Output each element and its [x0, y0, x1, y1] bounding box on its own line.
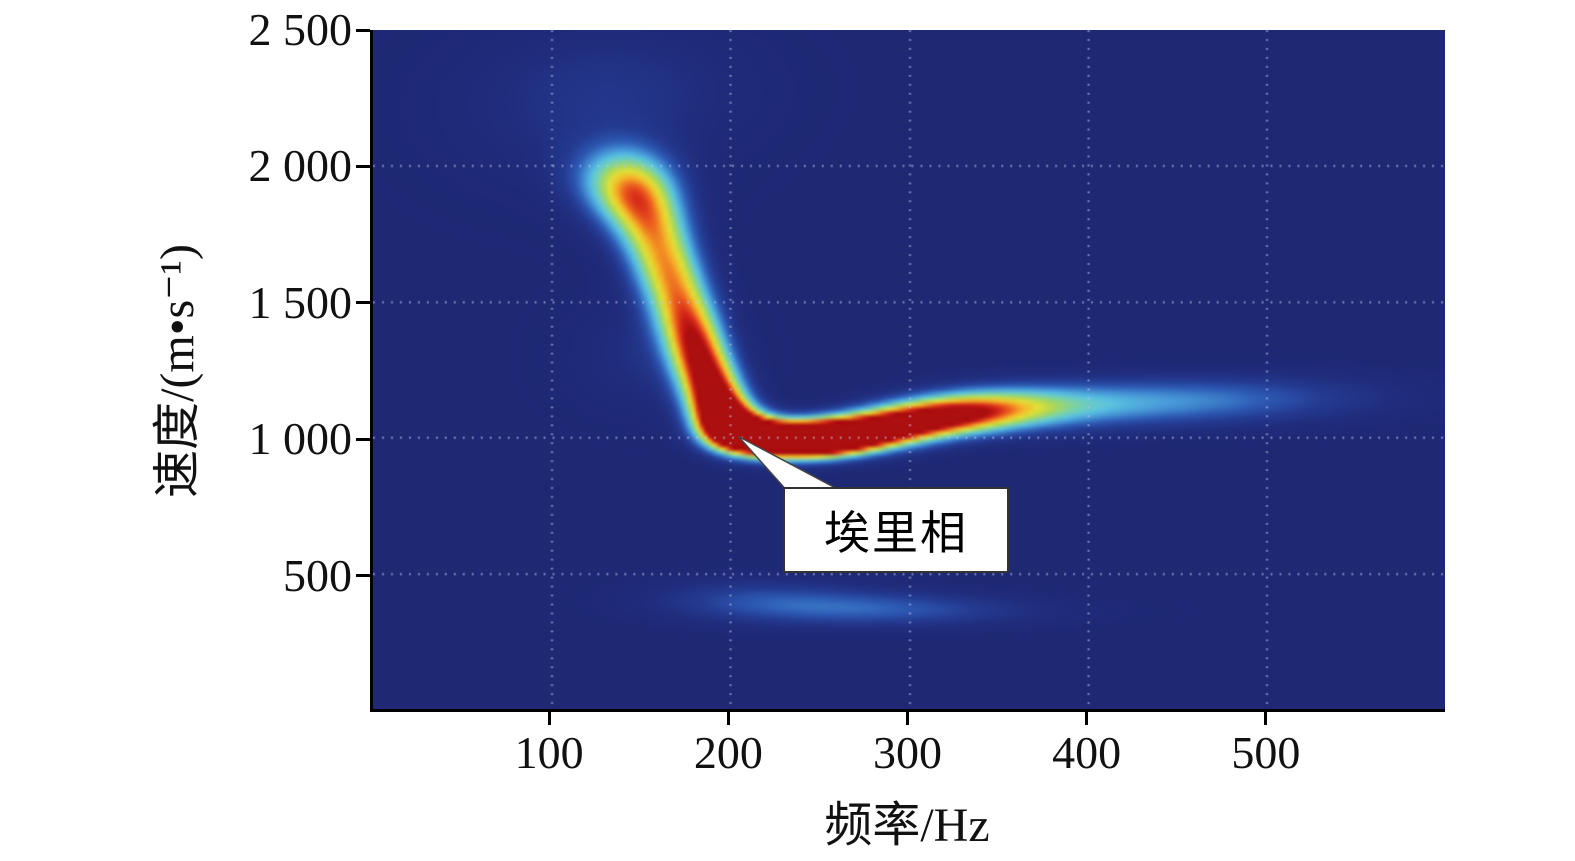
plot-area: 埃里相: [370, 30, 1445, 712]
y-tick-label: 2 500: [248, 4, 353, 55]
y-tick-label: 1 500: [248, 276, 353, 328]
y-tick-label: 2 000: [248, 140, 353, 192]
y-tick-mark: [356, 437, 370, 441]
x-tick-label: 500: [1231, 727, 1301, 778]
y-tick-mark: [356, 164, 370, 168]
heatmap-canvas: [373, 30, 1445, 709]
x-tick-mark: [1264, 712, 1268, 725]
x-axis-title: 频率/Hz: [824, 799, 990, 852]
x-tick-label: 400: [1052, 727, 1122, 778]
y-tick-mark: [356, 28, 370, 32]
airy-phase-callout-label: 埃里相: [824, 508, 968, 559]
x-tick-mark: [726, 712, 730, 725]
y-tick-mark: [356, 301, 370, 305]
x-tick-label: 100: [514, 727, 584, 778]
y-tick-mark: [356, 574, 370, 578]
x-tick-label: 300: [873, 727, 942, 778]
airy-phase-callout: 埃里相: [783, 487, 1009, 573]
x-tick-mark: [906, 712, 909, 725]
y-tick-label: 500: [283, 549, 352, 601]
x-tick-mark: [547, 712, 551, 725]
x-tick-label: 200: [693, 727, 763, 778]
x-tick-mark: [1085, 712, 1089, 725]
y-tick-label: 1 000: [248, 413, 353, 465]
